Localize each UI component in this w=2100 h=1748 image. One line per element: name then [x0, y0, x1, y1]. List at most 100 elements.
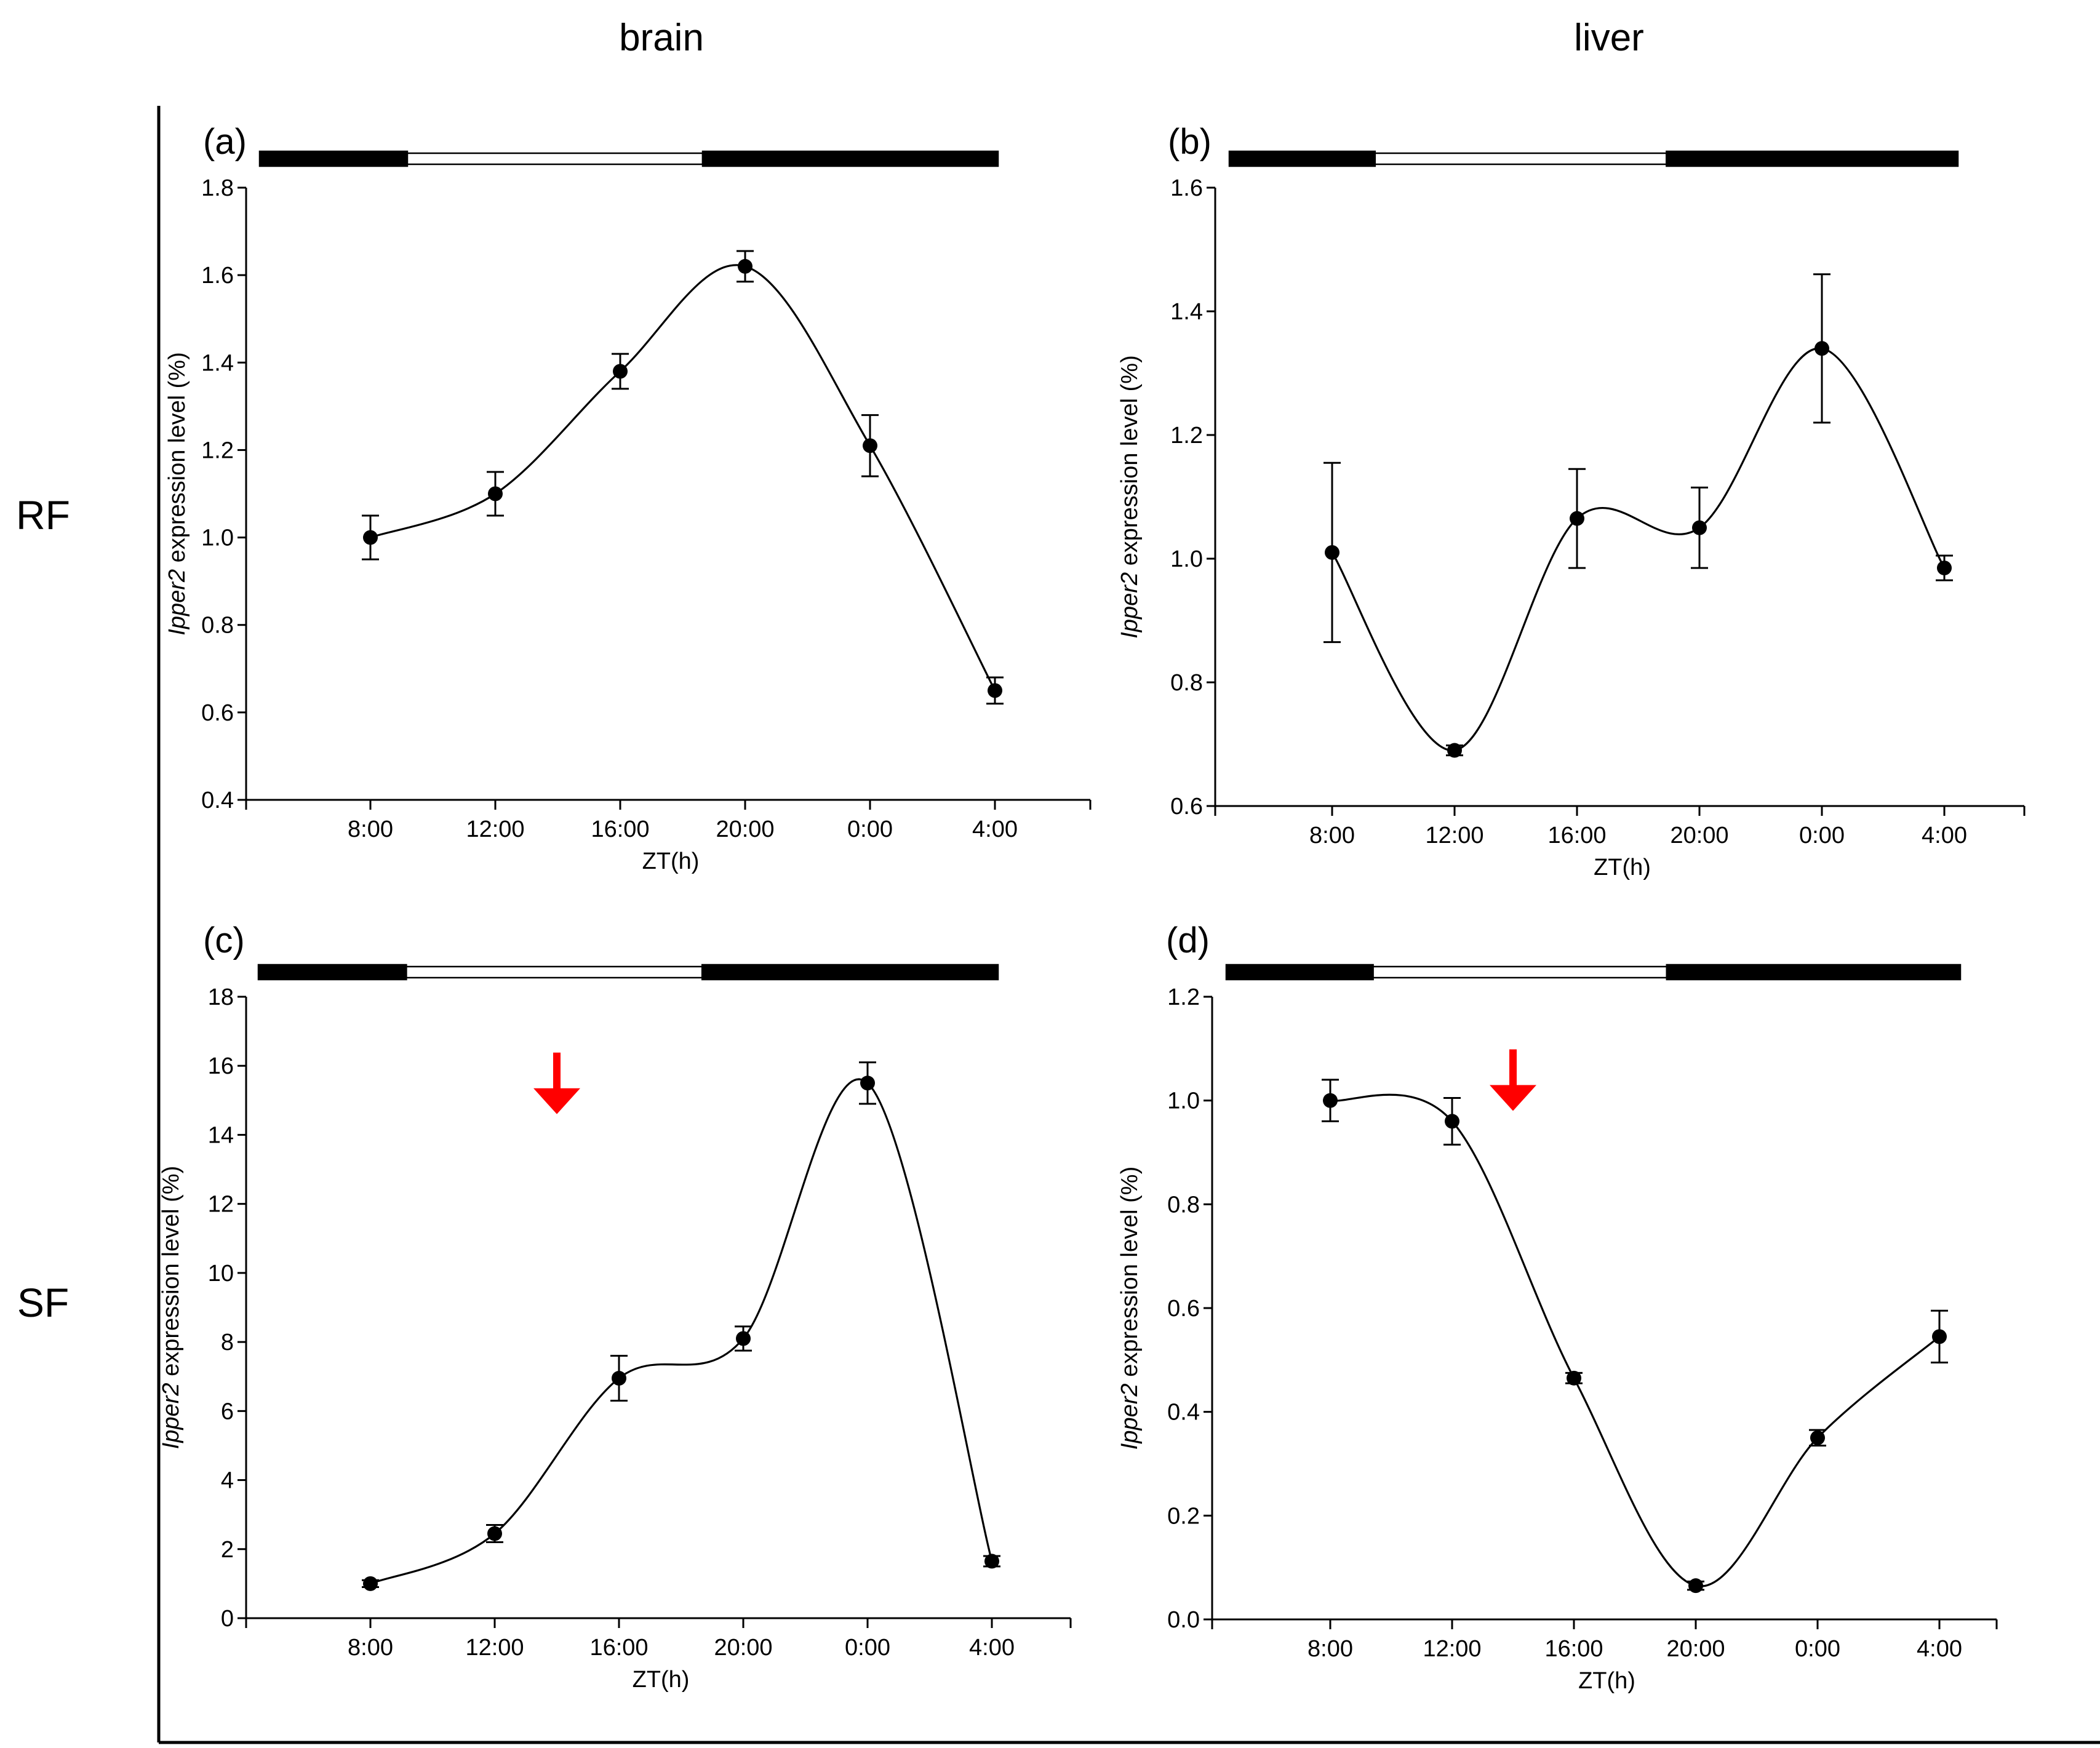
x-tick-label: 12:00	[1423, 1636, 1481, 1662]
y-tick-label: 16	[208, 1053, 234, 1079]
data-point	[612, 1371, 626, 1386]
x-tick-label: 8:00	[1309, 823, 1355, 848]
data-point	[1932, 1329, 1947, 1344]
data-point	[984, 1554, 999, 1569]
column-title-brain: brain	[619, 17, 704, 59]
x-tick-label: 20:00	[716, 816, 774, 842]
red-arrow-icon	[1490, 1049, 1536, 1111]
data-point	[613, 364, 628, 379]
x-tick-label: 4:00	[1917, 1636, 1962, 1662]
y-axis-title-text: expression level (%)	[1117, 1167, 1143, 1384]
dark-period-bar	[258, 150, 409, 167]
y-axis-title-text: expression level (%)	[1117, 355, 1143, 572]
x-tick-label: 12:00	[1425, 823, 1483, 848]
y-tick-label: 1.0	[1170, 546, 1203, 572]
y-axis-title-gene: Ipper2	[1117, 572, 1143, 639]
series-line	[1331, 347, 1946, 752]
x-tick-label: 16:00	[589, 1635, 648, 1661]
panel-c: (c) 0 2 4 6 8 10 12 14 16 18 8:00 12:00 16:00 20:00 0:0…	[158, 920, 1072, 1693]
data-point	[1325, 545, 1339, 560]
panel-a: (a) 0.4 0.6 0.8 1.0 1.2 1.4 1.6 1.8 8:00 12:00 16:0…	[164, 122, 1092, 874]
y-axis-title: Ipper2 expression level (%)	[164, 352, 190, 635]
x-tick-label: 0:00	[1799, 823, 1845, 848]
panel-label: (a)	[203, 122, 247, 162]
panel-b: (b) 0.6 0.8 1.0 1.2 1.4 1.6 8:00 12:00 16:00 20:00…	[1117, 122, 2026, 880]
dark-period-bar	[1666, 150, 1959, 167]
y-axis-title-text: expression level (%)	[164, 352, 190, 569]
panel-label: (c)	[203, 920, 245, 960]
data-point	[1688, 1578, 1703, 1594]
dark-period-bar	[701, 964, 999, 981]
y-tick-label: 1.6	[1170, 175, 1203, 201]
y-tick-label: 1.6	[201, 263, 234, 289]
data-point	[1692, 520, 1707, 535]
y-tick-label: 2	[221, 1537, 234, 1563]
light-period-bar	[1372, 965, 1668, 979]
row-label-sf: SF	[17, 1280, 69, 1325]
data-point	[860, 1076, 875, 1091]
data-point	[487, 1526, 502, 1541]
data-point	[1323, 1093, 1338, 1108]
x-tick-label: 16:00	[591, 816, 649, 842]
y-tick-label: 0.8	[1167, 1192, 1200, 1218]
y-tick-label: 18	[208, 984, 234, 1010]
y-tick-label: 0.2	[1167, 1503, 1200, 1529]
data-point	[1570, 511, 1584, 526]
light-period-bar	[405, 965, 703, 979]
y-tick-label: 0.0	[1167, 1607, 1200, 1633]
y-tick-label: 1.0	[201, 525, 234, 551]
y-tick-label: 1.4	[201, 350, 234, 376]
x-axis-title: ZT(h)	[642, 848, 700, 874]
dark-period-bar	[1225, 964, 1374, 981]
y-tick-label: 0.8	[1170, 670, 1203, 696]
y-axis-title-gene: Ipper2	[158, 1383, 184, 1449]
x-tick-label: 4:00	[972, 816, 1018, 842]
y-axis-title-gene: Ipper2	[1117, 1383, 1143, 1450]
red-arrow-icon	[533, 1052, 580, 1114]
y-tick-label: 0.6	[201, 700, 234, 726]
x-tick-label: 20:00	[1666, 1636, 1725, 1662]
dark-period-bar	[701, 150, 999, 167]
x-tick-label: 12:00	[466, 816, 524, 842]
x-tick-label: 12:00	[465, 1635, 524, 1661]
y-tick-label: 6	[221, 1399, 234, 1424]
data-point	[738, 258, 753, 274]
x-tick-label: 16:00	[1547, 823, 1606, 848]
x-tick-label: 8:00	[348, 1635, 393, 1661]
series-line	[370, 264, 996, 692]
y-axis-title: Ipper2 expression level (%)	[158, 1166, 184, 1449]
y-tick-label: 1.2	[1170, 423, 1203, 449]
data-point	[363, 530, 378, 545]
y-tick-label: 1.0	[1167, 1088, 1200, 1114]
x-tick-label: 8:00	[1308, 1636, 1353, 1662]
dark-period-bar	[257, 964, 407, 981]
y-tick-label: 8	[221, 1330, 234, 1355]
y-axis-title: Ipper2 expression level (%)	[1117, 1167, 1143, 1450]
y-tick-label: 0.8	[201, 613, 234, 639]
light-period-bar	[406, 152, 704, 166]
row-label-rf: RF	[16, 492, 70, 538]
data-point	[363, 1576, 378, 1591]
y-axis-title-text: expression level (%)	[158, 1166, 184, 1383]
data-point	[1445, 1114, 1459, 1129]
panel-label: (d)	[1166, 920, 1210, 960]
x-tick-label: 4:00	[1922, 823, 1967, 848]
data-point	[736, 1331, 751, 1346]
panel-d: (d) 0.0 0.2 0.4 0.6 0.8 1.0 1.2 8:00 12:00 16:00 20…	[1117, 920, 1998, 1694]
y-tick-label: 1.4	[1170, 299, 1203, 325]
data-point	[988, 683, 1002, 698]
y-tick-label: 14	[208, 1122, 234, 1148]
x-tick-label: 0:00	[847, 816, 893, 842]
data-point	[1815, 341, 1829, 356]
y-tick-label: 1.2	[1167, 984, 1200, 1010]
data-point	[1567, 1370, 1581, 1386]
x-tick-label: 16:00	[1544, 1636, 1603, 1662]
x-axis-title: ZT(h)	[633, 1667, 690, 1693]
y-tick-label: 1.8	[201, 175, 234, 201]
y-tick-label: 0	[221, 1606, 234, 1632]
x-tick-label: 8:00	[348, 816, 393, 842]
data-point	[1937, 561, 1952, 576]
x-tick-label: 20:00	[1670, 823, 1728, 848]
x-tick-label: 0:00	[845, 1635, 890, 1661]
series-line	[1330, 1093, 1941, 1587]
